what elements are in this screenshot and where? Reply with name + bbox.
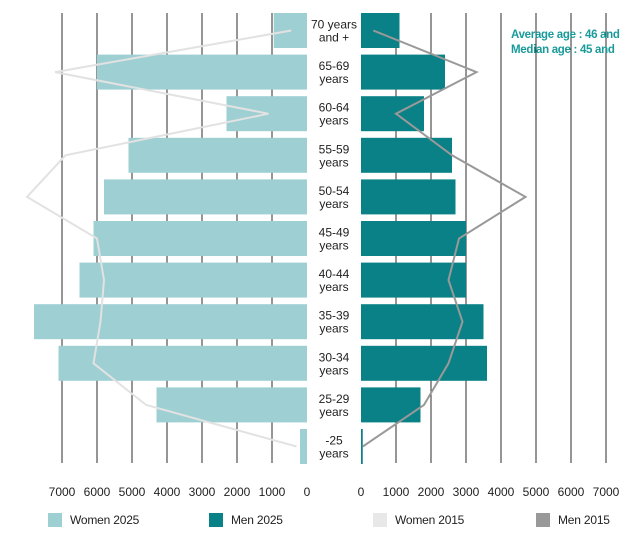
legend-item-women-2025: Women 2025 xyxy=(48,513,139,527)
legend-label-women-2025: Women 2025 xyxy=(70,513,140,527)
left-axis-tick-label: 7000 xyxy=(49,485,76,499)
category-labels-layer: 70 years and + 65-69 years 60-64 years 55-59 ye… xyxy=(311,18,357,461)
right-axis-tick-label: 3000 xyxy=(453,485,480,499)
right-axis-tick-label: 1000 xyxy=(383,485,410,499)
category-label-70-years-and: 70 years and + xyxy=(311,18,357,45)
bar-women-2025-50-54-years xyxy=(104,179,307,215)
median-age-annotation: Median age : 45 and xyxy=(511,44,615,56)
left-axis-tick-label: 0 xyxy=(304,485,311,499)
legend-label-men-2015: Men 2015 xyxy=(558,513,610,527)
category-label-25-29-years: 25-29 years xyxy=(319,392,350,419)
category-label-60-64-years: 60-64 years xyxy=(319,101,350,128)
category-label-35-39-years: 35-39 years xyxy=(319,309,350,336)
right-axis-tick-label: 6000 xyxy=(558,485,585,499)
average-age-annotation: Average age : 46 and xyxy=(511,29,620,41)
legend-swatch-women-2025 xyxy=(48,513,62,527)
legend-swatch-men-2025 xyxy=(209,513,223,527)
bar-women-2025-45-49-years xyxy=(93,221,307,256)
bar-men-2025-55-59-years xyxy=(361,137,452,173)
category-label-45-49-years: 45-49 years xyxy=(319,226,350,253)
line-men-2015 xyxy=(362,29,528,448)
legend-item-men-2025: Men 2025 xyxy=(209,513,283,527)
axis-ticks-layer: 7000 6000 5000 4000 3000 2000 1000 0 0 1000 2000 30… xyxy=(49,485,620,499)
category-label-40-44-years: 40-44 years xyxy=(319,267,350,294)
right-axis-tick-label: 0 xyxy=(358,485,365,499)
legend-swatch-men-2015 xyxy=(536,513,550,527)
bar-men-2025-35-39-years xyxy=(361,304,484,340)
bar-women-2025-25-years xyxy=(300,429,307,464)
bar-men-2025-25-years xyxy=(361,429,363,464)
bar-women-2025-55-59-years xyxy=(128,137,307,173)
left-axis-tick-label: 3000 xyxy=(189,485,216,499)
legend-label-women-2015: Women 2015 xyxy=(395,513,465,527)
bars-layer xyxy=(34,13,487,464)
category-label-30-34-years: 30-34 years xyxy=(319,350,350,377)
left-axis-tick-label: 2000 xyxy=(224,485,251,499)
bar-women-2025-25-29-years xyxy=(156,387,307,423)
bar-men-2025-60-64-years xyxy=(361,96,424,132)
bar-men-2025-50-54-years xyxy=(361,179,456,215)
left-axis-tick-label: 5000 xyxy=(119,485,146,499)
right-axis-tick-label: 7000 xyxy=(593,485,620,499)
category-label-55-59-years: 55-59 years xyxy=(319,142,350,169)
legend-swatch-women-2015 xyxy=(373,513,387,527)
bar-women-2025-30-34-years xyxy=(58,345,307,381)
bar-women-2025-40-44-years xyxy=(79,262,307,298)
category-label-65-69-years: 65-69 years xyxy=(319,59,350,86)
population-pyramid-chart: 70 years and + 65-69 years 60-64 years 55-59 ye… xyxy=(25,13,620,499)
category-label-50-54-years: 50-54 years xyxy=(319,184,350,211)
left-axis-tick-label: 1000 xyxy=(259,485,286,499)
bar-women-2025-65-69-years xyxy=(97,54,307,90)
chart-legend: Women 2025 Men 2025 Women 2015 Men 2015 xyxy=(0,513,638,539)
bar-women-2025-35-39-years xyxy=(34,304,307,340)
right-axis-tick-label: 5000 xyxy=(523,485,550,499)
bar-men-2025-65-69-years xyxy=(361,54,445,90)
bar-men-2025-70-years-and xyxy=(361,13,400,48)
right-axis-tick-label: 4000 xyxy=(488,485,515,499)
line-women-2015 xyxy=(25,29,297,448)
bar-men-2025-45-49-years xyxy=(361,221,466,256)
left-axis-tick-label: 6000 xyxy=(84,485,111,499)
bar-men-2025-25-29-years xyxy=(361,387,421,423)
legend-item-women-2015: Women 2015 xyxy=(373,513,464,527)
right-axis-tick-label: 2000 xyxy=(418,485,445,499)
left-axis-tick-label: 4000 xyxy=(154,485,181,499)
bar-men-2025-40-44-years xyxy=(361,262,466,298)
lines-layer xyxy=(25,29,528,448)
category-label-25-years: -25 years xyxy=(319,434,348,461)
legend-item-men-2015: Men 2015 xyxy=(536,513,610,527)
bar-men-2025-30-34-years xyxy=(361,345,487,381)
legend-label-men-2025: Men 2025 xyxy=(231,513,283,527)
